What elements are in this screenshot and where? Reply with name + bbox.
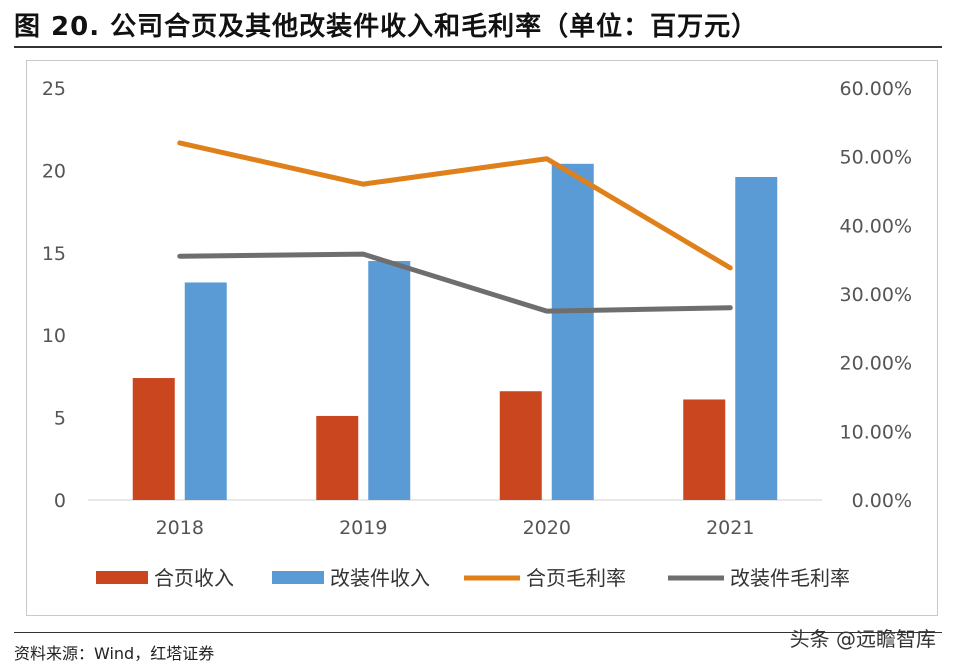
bar-modkit-2019 [368,261,411,500]
bar-hinge-2020 [499,391,542,500]
watermark: 头条 @远瞻智库 [789,627,936,651]
y-left-tick-label: 5 [54,408,66,430]
y-right-tick-label: 10.00% [840,421,912,443]
bar-hinge-2019 [316,415,359,500]
y-right-tick-label: 30.00% [840,284,912,306]
legend-label-2: 合页毛利率 [526,566,626,590]
bar-modkit-2021 [735,176,778,500]
legend-label-3: 改装件毛利率 [730,566,850,590]
y-left-tick-label: 10 [42,325,66,347]
y-right-tick-label: 0.00% [852,490,912,512]
bar-modkit-2020 [551,163,594,501]
chart-frame [26,60,938,616]
x-tick-label: 2021 [706,517,754,539]
bar-modkit-2018 [184,282,227,500]
source-divider [14,632,942,633]
bar-hinge-2021 [683,399,726,500]
source-note: 资料来源：Wind，红塔证券 [14,644,215,663]
figure-title: 图 20. 公司合页及其他改装件收入和毛利率（单位：百万元） [14,12,759,42]
y-right-tick-label: 20.00% [840,353,912,375]
bar-hinge-2018 [132,378,175,500]
legend-label-0: 合页收入 [154,566,234,590]
legend-swatch-0 [96,571,148,584]
legend-swatch-1 [272,571,324,584]
y-right-tick-label: 40.00% [840,215,912,237]
title-divider [14,46,942,48]
x-tick-label: 2020 [523,517,571,539]
axes: 0 5 10 15 20 25 0.00% 10.00% 20.00% 30.00% 40.00% 5… [42,78,912,539]
legend: 合页收入 改装件收入 合页毛利率 改装件毛利率 [96,566,850,590]
y-left-tick-label: 15 [42,243,66,265]
lines [177,140,733,314]
y-right-tick-label: 60.00% [840,78,912,100]
y-right-tick-label: 50.00% [840,147,912,169]
line-modkit-margin [177,251,733,314]
y-left-tick-label: 25 [42,78,66,100]
y-left-tick-label: 0 [54,490,66,512]
x-tick-label: 2019 [339,517,387,539]
x-tick-label: 2018 [156,517,204,539]
legend-label-1: 改装件收入 [330,566,430,590]
y-left-tick-label: 20 [42,160,66,182]
line-hinge-margin [177,140,733,271]
bars [132,163,778,501]
